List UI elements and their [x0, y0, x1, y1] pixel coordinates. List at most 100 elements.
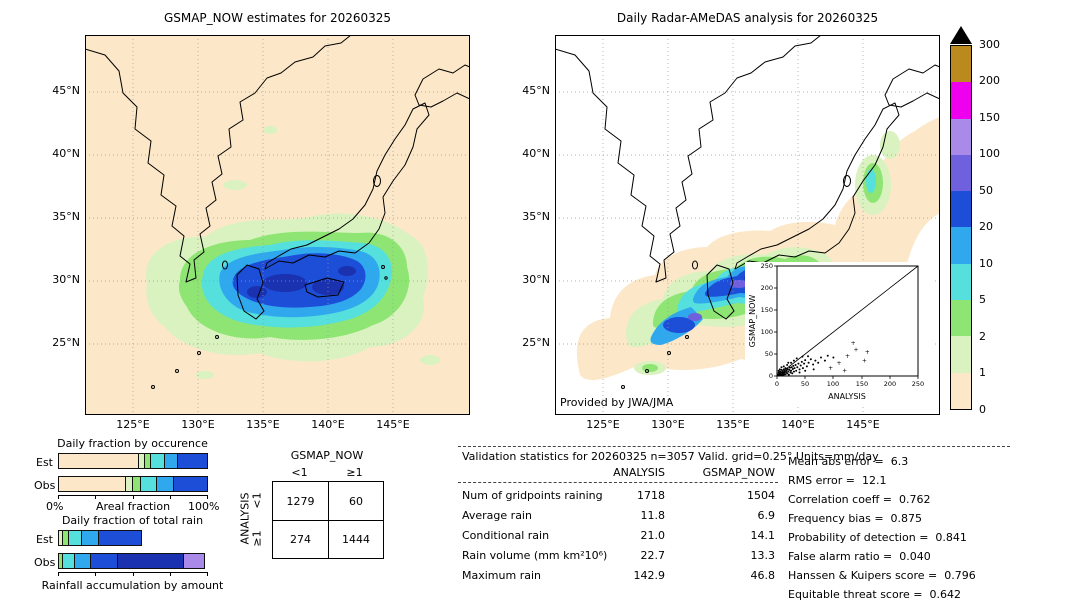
occurrence-chart-title: Daily fraction by occurence — [57, 437, 208, 450]
bar-segment — [68, 530, 82, 546]
stat-value: 0.642 — [929, 588, 961, 601]
bar-segment — [157, 476, 174, 492]
lat-tick-label: 30°N — [522, 273, 550, 286]
lon-tick-label: 135°E — [246, 418, 280, 431]
stat-value: 0.875 — [890, 512, 923, 525]
inset-x-tick: 100 — [827, 380, 839, 388]
colorbar-tick-label: 300 — [979, 38, 1000, 51]
one-to-one-line — [776, 265, 919, 377]
contingency-col-title: GSMAP_NOW — [290, 449, 364, 462]
bar-segment — [98, 530, 142, 546]
validation-value-analysis: 11.8 — [640, 509, 666, 522]
lon-tick-label: 145°E — [846, 418, 880, 431]
occurrence-bar-est — [58, 453, 208, 469]
lon-tick-label: 135°E — [716, 418, 750, 431]
colorbar-segment — [951, 300, 971, 337]
lon-tick-label: 130°E — [181, 418, 215, 431]
contingency-row-label: ≥1 — [250, 530, 264, 547]
stat-label: False alarm ratio = — [788, 550, 893, 563]
stat-label: Hanssen & Kuipers score = — [788, 569, 938, 582]
occurrence-bar-obs — [58, 476, 208, 492]
inset-x-tick: 150 — [856, 380, 868, 388]
validation-col-header: GSMAP_NOW — [702, 466, 775, 479]
stat-value: 0.762 — [899, 493, 931, 506]
stat-value: 0.841 — [935, 531, 967, 544]
bar-segment — [58, 453, 139, 469]
validation-value-analysis: 22.7 — [640, 549, 666, 562]
row-label-est: Est — [36, 533, 53, 546]
lat-tick-label: 45°N — [522, 84, 550, 97]
axis-tick — [170, 572, 171, 576]
axis-tick — [133, 572, 134, 576]
validation-row-label: Conditional rain — [462, 529, 550, 542]
contingency-col-label: <1 — [291, 466, 308, 479]
scatter-inset: + + + + + + + + 0 50 100 150 200 250 0 50 100 1… — [745, 262, 935, 407]
gsmap-map — [85, 35, 470, 415]
colorbar-tick-label: 50 — [979, 184, 993, 197]
svg-text:+: + — [837, 360, 842, 367]
lon-tick-label: 125°E — [116, 418, 150, 431]
contingency-cell: 1279 — [286, 494, 315, 508]
bar-segment — [82, 530, 99, 546]
validation-value-gsmap: 14.1 — [750, 529, 776, 542]
inset-y-tick: 100 — [761, 328, 773, 336]
stat-value: 0.796 — [944, 569, 976, 582]
bar-segment — [125, 476, 133, 492]
colorbar-segment — [951, 46, 971, 83]
inset-x-axis-label: ANALYSIS — [828, 392, 866, 401]
colorbar-segment — [951, 227, 971, 264]
map-frame — [85, 35, 470, 415]
rain-layers — [146, 126, 440, 379]
validation-value-analysis: 21.0 — [640, 529, 666, 542]
colorbar-tick-label: 0 — [979, 403, 986, 416]
validation-value-analysis: 142.9 — [633, 569, 666, 582]
lat-tick-label: 30°N — [52, 273, 80, 286]
svg-text:+: + — [842, 368, 847, 375]
bar-segment — [178, 453, 208, 469]
bar-segment — [164, 453, 178, 469]
contingency-cell: 60 — [328, 482, 383, 520]
stat-label: Equitable threat score = — [788, 588, 923, 601]
lon-tick-label: 140°E — [781, 418, 815, 431]
svg-text:+: + — [862, 358, 867, 365]
row-label-obs: Obs — [34, 479, 56, 492]
svg-text:+: + — [828, 365, 833, 372]
validation-row-label: Num of gridpoints raining — [462, 489, 603, 502]
svg-text:+: + — [851, 340, 856, 347]
inset-axis-ticks — [774, 265, 919, 379]
gsmap-map-panel — [85, 35, 470, 415]
axis-min-label: 0% — [46, 500, 64, 513]
contingency-row-axis-title: ANALYSIS — [238, 492, 252, 545]
colorbar-tick-label: 100 — [979, 147, 1000, 160]
axis-tick — [58, 495, 59, 499]
total-rain-bar-obs — [58, 553, 208, 569]
left-map-title: GSMAP_NOW estimates for 20260325 — [163, 11, 392, 25]
stat-line: Frequency bias = 0.875 — [788, 512, 976, 531]
bar-segment — [173, 476, 208, 492]
colorbar-tick-label: 10 — [979, 257, 993, 270]
colorbar-segment — [951, 154, 971, 192]
colorbar-segment — [951, 336, 971, 373]
colorbar — [950, 45, 972, 410]
axis-title: Areal fraction — [95, 500, 171, 513]
axis-tick — [207, 572, 208, 576]
stat-line: False alarm ratio = 0.040 — [788, 550, 976, 569]
lat-tick-label: 25°N — [522, 336, 550, 349]
lat-tick-label: 45°N — [52, 84, 80, 97]
lat-tick-label: 35°N — [522, 210, 550, 223]
bar-segment — [74, 553, 91, 569]
skill-scores-list: Mean abs error = 6.3 RMS error = 12.1 Corr… — [788, 455, 976, 607]
colorbar-tick-label: 2 — [979, 330, 986, 343]
colorbar-segment — [951, 191, 971, 228]
stat-label: RMS error = — [788, 474, 855, 487]
bar-segment — [62, 530, 69, 546]
stat-value: 12.1 — [861, 474, 887, 487]
stat-value: 6.3 — [890, 455, 909, 468]
total-rain-axis-title: Rainfall accumulation by amount — [41, 579, 224, 592]
axis-tick — [95, 572, 96, 576]
lat-tick-label: 35°N — [52, 210, 80, 223]
contingency-cell: 1444 — [328, 520, 383, 558]
svg-text:+: + — [853, 347, 858, 354]
stat-label: Probability of detection = — [788, 531, 929, 544]
total-rain-chart-title: Daily fraction of total rain — [61, 514, 204, 527]
